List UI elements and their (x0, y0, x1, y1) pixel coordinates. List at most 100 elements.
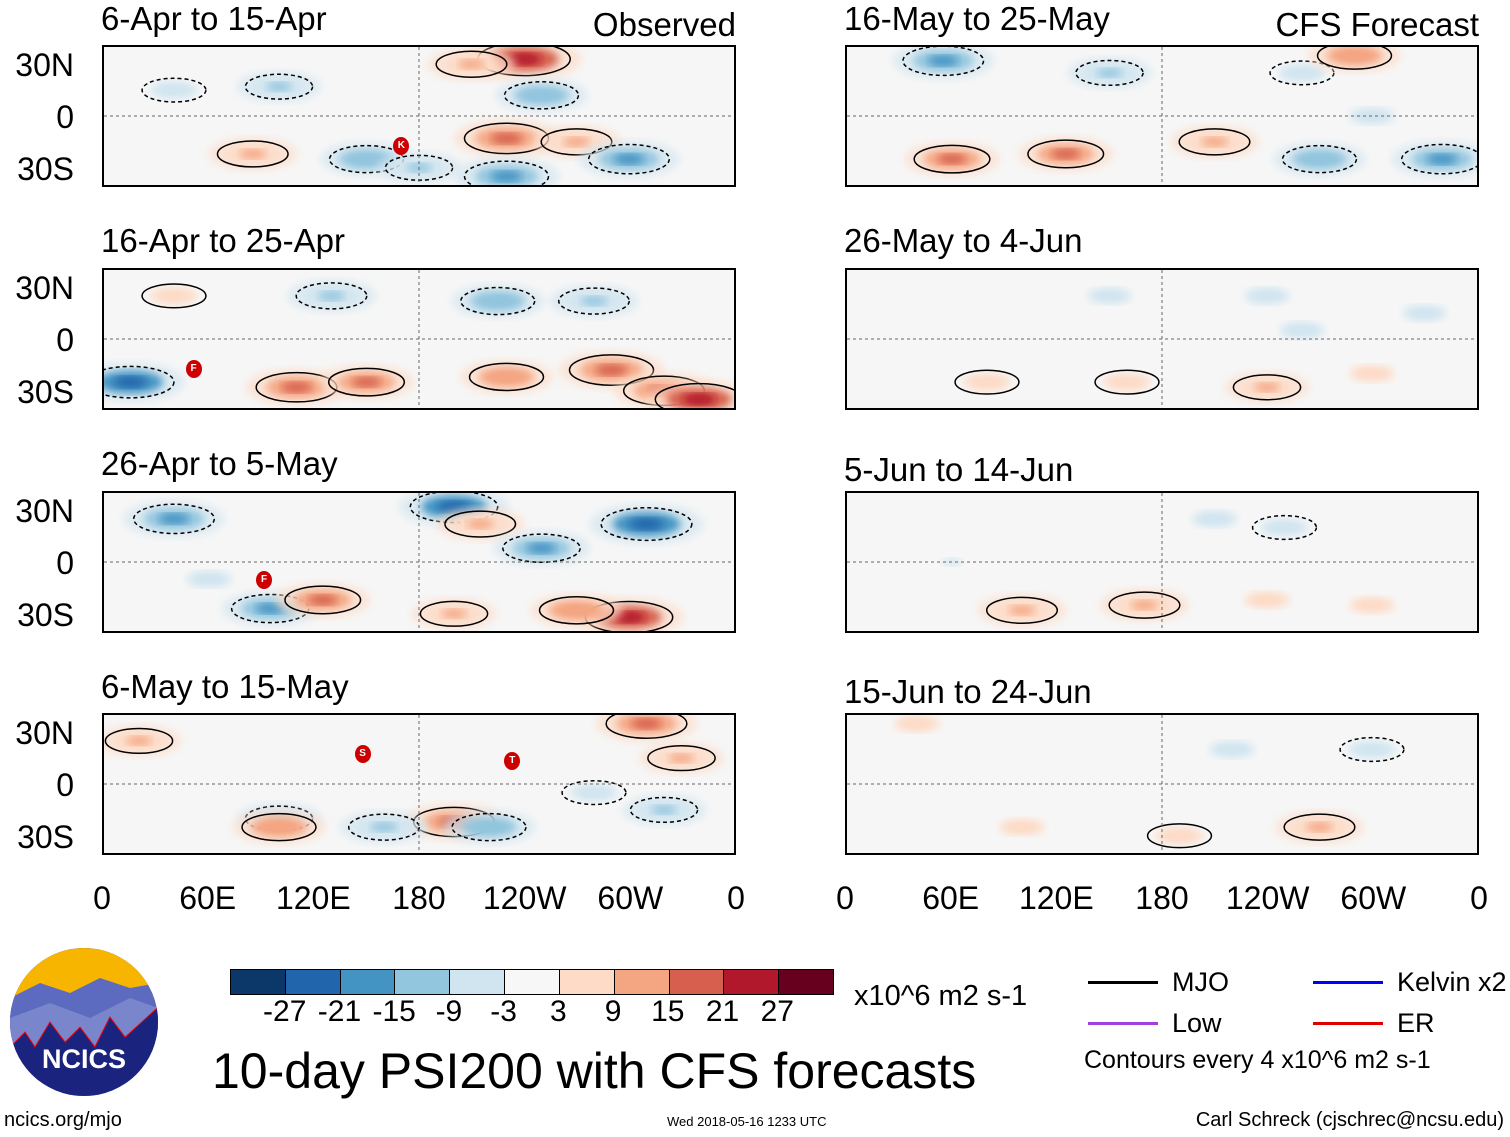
anomaly-mark (1008, 605, 1036, 616)
contour-line (503, 534, 580, 562)
contour-line (987, 597, 1058, 623)
contour-line (465, 161, 549, 185)
contour-line (1402, 144, 1477, 173)
contour-line (285, 586, 361, 614)
anomaly-mark (1254, 382, 1280, 392)
lon-label: 0 (93, 880, 111, 916)
contour-line (648, 746, 715, 771)
legend-er: ER (1313, 1008, 1435, 1039)
lat-label: 0 (56, 767, 74, 803)
contour-line (245, 74, 312, 99)
colorbar-swatch (285, 970, 341, 994)
contour-line (134, 504, 215, 533)
lon-label: 0 (836, 880, 854, 916)
map-panel (102, 491, 736, 633)
anomaly-mark (937, 153, 967, 165)
anomaly-mark (281, 381, 312, 393)
colorbar-tick-label: -15 (372, 995, 416, 1028)
anomaly-mark (562, 605, 591, 616)
contour-line (1095, 370, 1159, 394)
anomaly-mark (318, 291, 345, 301)
lon-label: 180 (392, 880, 446, 916)
legend-er-label: ER (1397, 1008, 1435, 1038)
anomaly-mark (629, 517, 664, 531)
contour-line (570, 355, 654, 385)
cyclone-marker: F (185, 360, 202, 379)
lon-label: 60E (179, 880, 237, 916)
anomaly-mark (1220, 745, 1244, 754)
anomaly-mark (266, 82, 292, 92)
cyclone-marker: T (504, 751, 521, 770)
colorbar-swatch (505, 970, 560, 994)
lat-label: 30S (17, 597, 74, 633)
contour-line (142, 78, 206, 102)
anomaly-mark (162, 85, 186, 95)
lon-label: 0 (1470, 880, 1488, 916)
colorbar-swatch (231, 970, 286, 994)
cyclone-marker: F (256, 570, 273, 589)
legend-kelvin-label: Kelvin x2 (1397, 967, 1507, 997)
map-panel (845, 713, 1479, 855)
anomaly-mark (1290, 326, 1314, 335)
anomaly-mark (1255, 291, 1279, 301)
colorbar-swatch (614, 970, 670, 994)
anomaly-mark (475, 822, 503, 833)
lat-label: 0 (56, 322, 74, 358)
map-panel (845, 268, 1479, 410)
logo: NCICS (10, 948, 158, 1096)
colorbar-swatch (340, 970, 396, 994)
anomaly-mark (1096, 68, 1123, 78)
contour-line (1233, 375, 1300, 400)
contour-line (1109, 592, 1180, 618)
anomaly-mark (352, 154, 381, 165)
anomaly-mark (631, 718, 662, 730)
anomaly-mark (580, 296, 608, 306)
anomaly-mark (1255, 595, 1279, 605)
colorbar-tick-label: 21 (705, 995, 740, 1028)
main-title: 10-day PSI200 with CFS forecasts (212, 1043, 977, 1099)
lon-label: 120E (1018, 880, 1094, 916)
anomaly-mark (441, 609, 467, 619)
map-panel (102, 45, 736, 187)
anomaly-mark (265, 822, 293, 833)
panel-title: 16-Apr to 25-Apr (101, 222, 345, 259)
anomaly-mark (668, 753, 695, 763)
contour-line (1318, 47, 1392, 69)
anomaly-mark (458, 59, 485, 70)
anomaly-mark (113, 376, 147, 389)
map-panel (102, 713, 736, 855)
anomaly-mark (1010, 822, 1034, 832)
contour-line (1148, 824, 1212, 848)
lon-label: 180 (1135, 880, 1189, 916)
colorbar-swatch (724, 970, 780, 994)
anomaly-mark (1340, 50, 1369, 61)
contour-line (655, 384, 734, 408)
anomaly-mark (1360, 745, 1384, 754)
colorbar (230, 969, 834, 995)
anomaly-mark (1413, 308, 1436, 318)
anomaly-mark (682, 393, 716, 406)
footer-url[interactable]: ncics.org/mjo (4, 1109, 122, 1131)
lat-label: 0 (56, 545, 74, 581)
anomaly-mark (1131, 600, 1158, 610)
anomaly-mark (370, 822, 398, 832)
contour-line (1340, 738, 1404, 762)
lon-label: 120E (275, 880, 351, 916)
anomaly-mark (1290, 68, 1314, 78)
anomaly-mark (1201, 137, 1228, 147)
colorbar-swatch (559, 970, 615, 994)
lat-label: 0 (56, 99, 74, 135)
lon-label: 60W (1340, 880, 1407, 916)
contour-note: Contours every 4 x10^6 m2 s-1 (1084, 1046, 1431, 1074)
legend-low: Low (1088, 1008, 1222, 1039)
anomaly-mark (1360, 369, 1384, 378)
anomaly-mark (1272, 523, 1297, 532)
anomaly-mark (483, 295, 512, 307)
panel-title: 26-May to 4-Jun (844, 222, 1083, 259)
anomaly-mark (527, 542, 556, 554)
contour-line (1076, 60, 1143, 85)
contour-line (1270, 61, 1334, 85)
anomaly-mark (158, 513, 190, 525)
legend-kelvin: Kelvin x2 (1313, 967, 1507, 998)
anomaly-mark (126, 736, 152, 746)
